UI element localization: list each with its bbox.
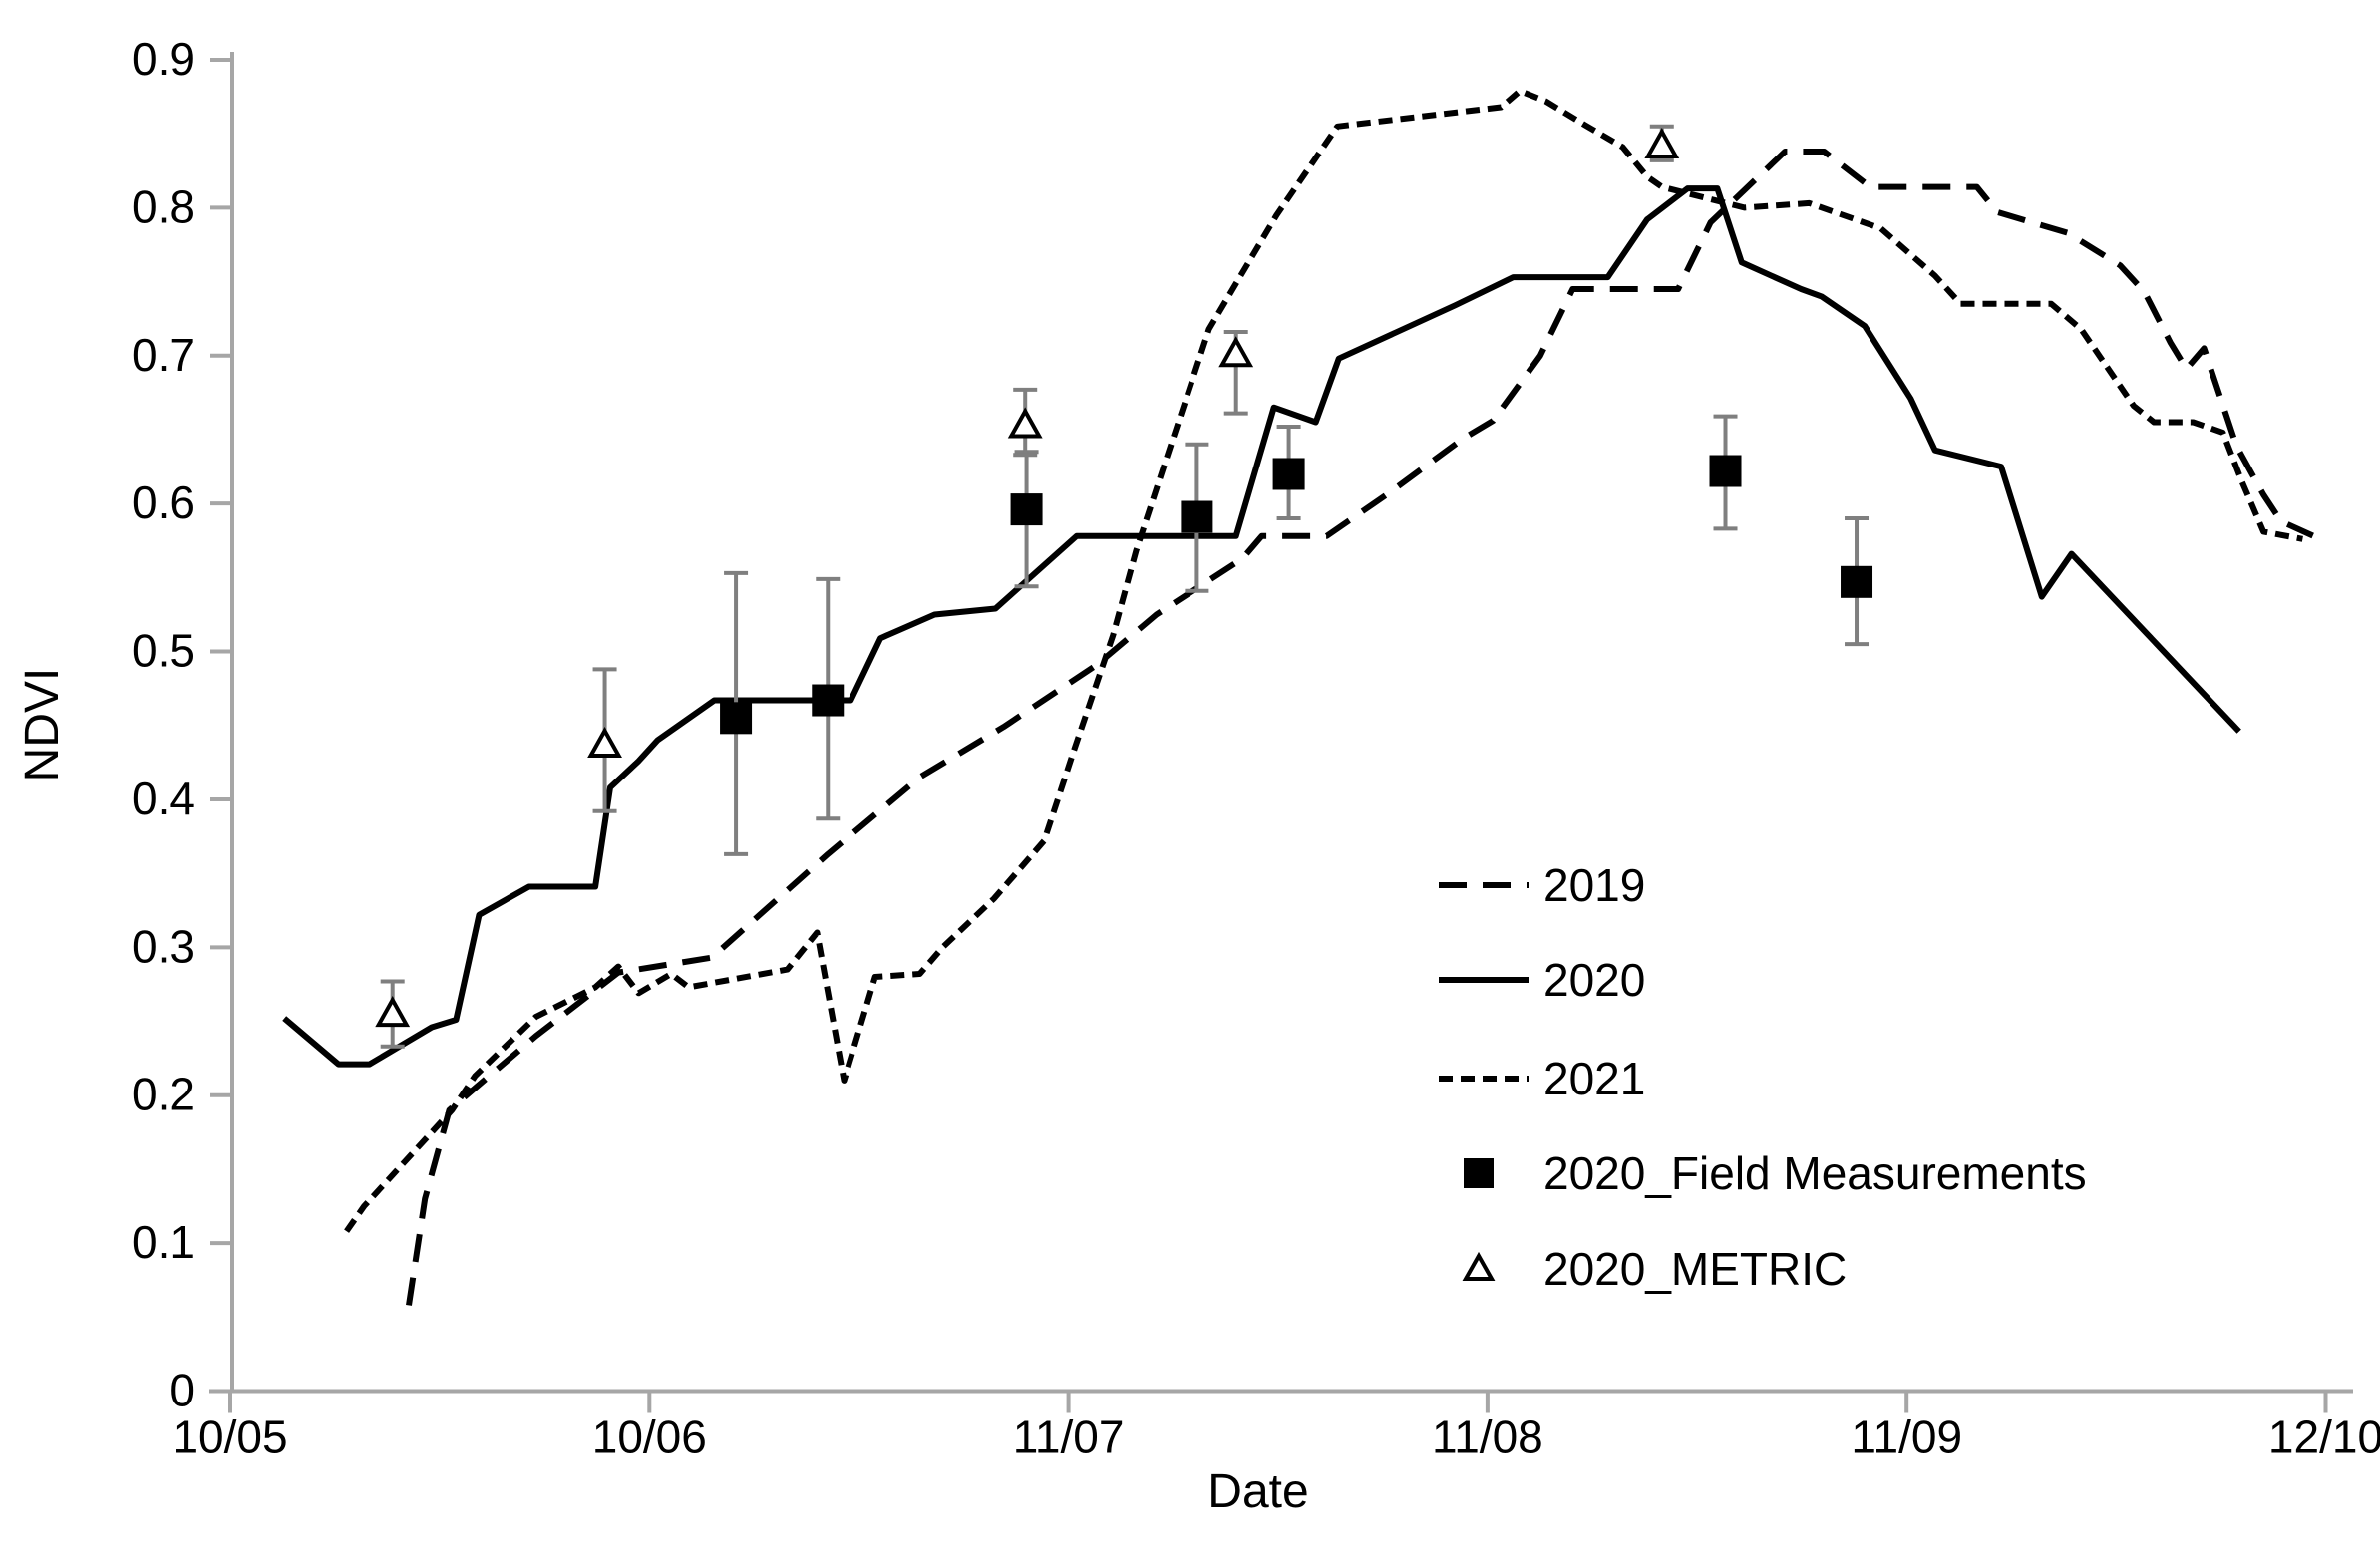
legend-label: 2020 xyxy=(1543,954,1645,1006)
field-measurement-marker xyxy=(1709,455,1742,487)
legend-label: 2019 xyxy=(1543,859,1645,911)
field-measurement-marker xyxy=(812,684,845,717)
legend-item-2021: 2021 xyxy=(1439,1053,1645,1104)
field-measurement-marker xyxy=(1010,493,1043,526)
y-tick-label: 0.5 xyxy=(132,625,195,677)
legend-label: 2021 xyxy=(1543,1053,1645,1104)
series-2021-line xyxy=(344,88,2303,1233)
y-tick-label: 0.8 xyxy=(132,180,195,232)
legend-swatch-open-triangle xyxy=(1462,1251,1496,1281)
y-tick-label: 0.2 xyxy=(132,1069,195,1120)
field-measurement-marker xyxy=(720,702,753,735)
legend-item-2019: 2019 xyxy=(1439,859,1645,911)
legend-item-2020-metric: 2020_METRIC xyxy=(1462,1243,1847,1295)
series-2020-line xyxy=(282,185,2241,1068)
metric-marker xyxy=(1218,336,1254,368)
y-tick-label: 0.1 xyxy=(132,1216,195,1268)
x-tick-label: 11/07 xyxy=(1013,1411,1125,1463)
metric-marker xyxy=(1644,127,1680,159)
series-2019-line xyxy=(406,149,2315,1306)
field-measurement-marker xyxy=(1181,500,1213,533)
legend-label: 2020_METRIC xyxy=(1543,1243,1847,1295)
y-tick-label: 0.3 xyxy=(132,920,195,972)
y-tick-label: 0.4 xyxy=(132,773,195,824)
x-tick-label: 10/05 xyxy=(172,1411,287,1463)
metric-marker xyxy=(375,996,411,1028)
x-tick-label: 11/09 xyxy=(1851,1411,1962,1463)
y-tick-label: 0.9 xyxy=(132,33,195,85)
x-axis-title: Date xyxy=(1207,1465,1308,1518)
y-tick-label: 0 xyxy=(170,1365,195,1416)
field-measurement-marker xyxy=(1272,458,1305,490)
legend-item-2020-field-measurements: 2020_Field Measurements xyxy=(1464,1147,2087,1199)
y-axis-title: NDVI xyxy=(16,668,69,782)
x-tick-label: 11/08 xyxy=(1432,1411,1543,1463)
metric-marker xyxy=(1007,407,1043,439)
metric-marker xyxy=(587,726,622,759)
x-tick-label: 10/06 xyxy=(592,1411,707,1463)
legend-item-2020: 2020 xyxy=(1439,954,1645,1006)
y-tick-label: 0.6 xyxy=(132,476,195,528)
legend-swatch-filled-square xyxy=(1464,1158,1494,1188)
y-tick-label: 0.7 xyxy=(132,329,195,381)
field-measurement-marker xyxy=(1841,565,1873,598)
x-tick-label: 12/10 xyxy=(2268,1411,2380,1463)
legend-label: 2020_Field Measurements xyxy=(1543,1147,2087,1199)
